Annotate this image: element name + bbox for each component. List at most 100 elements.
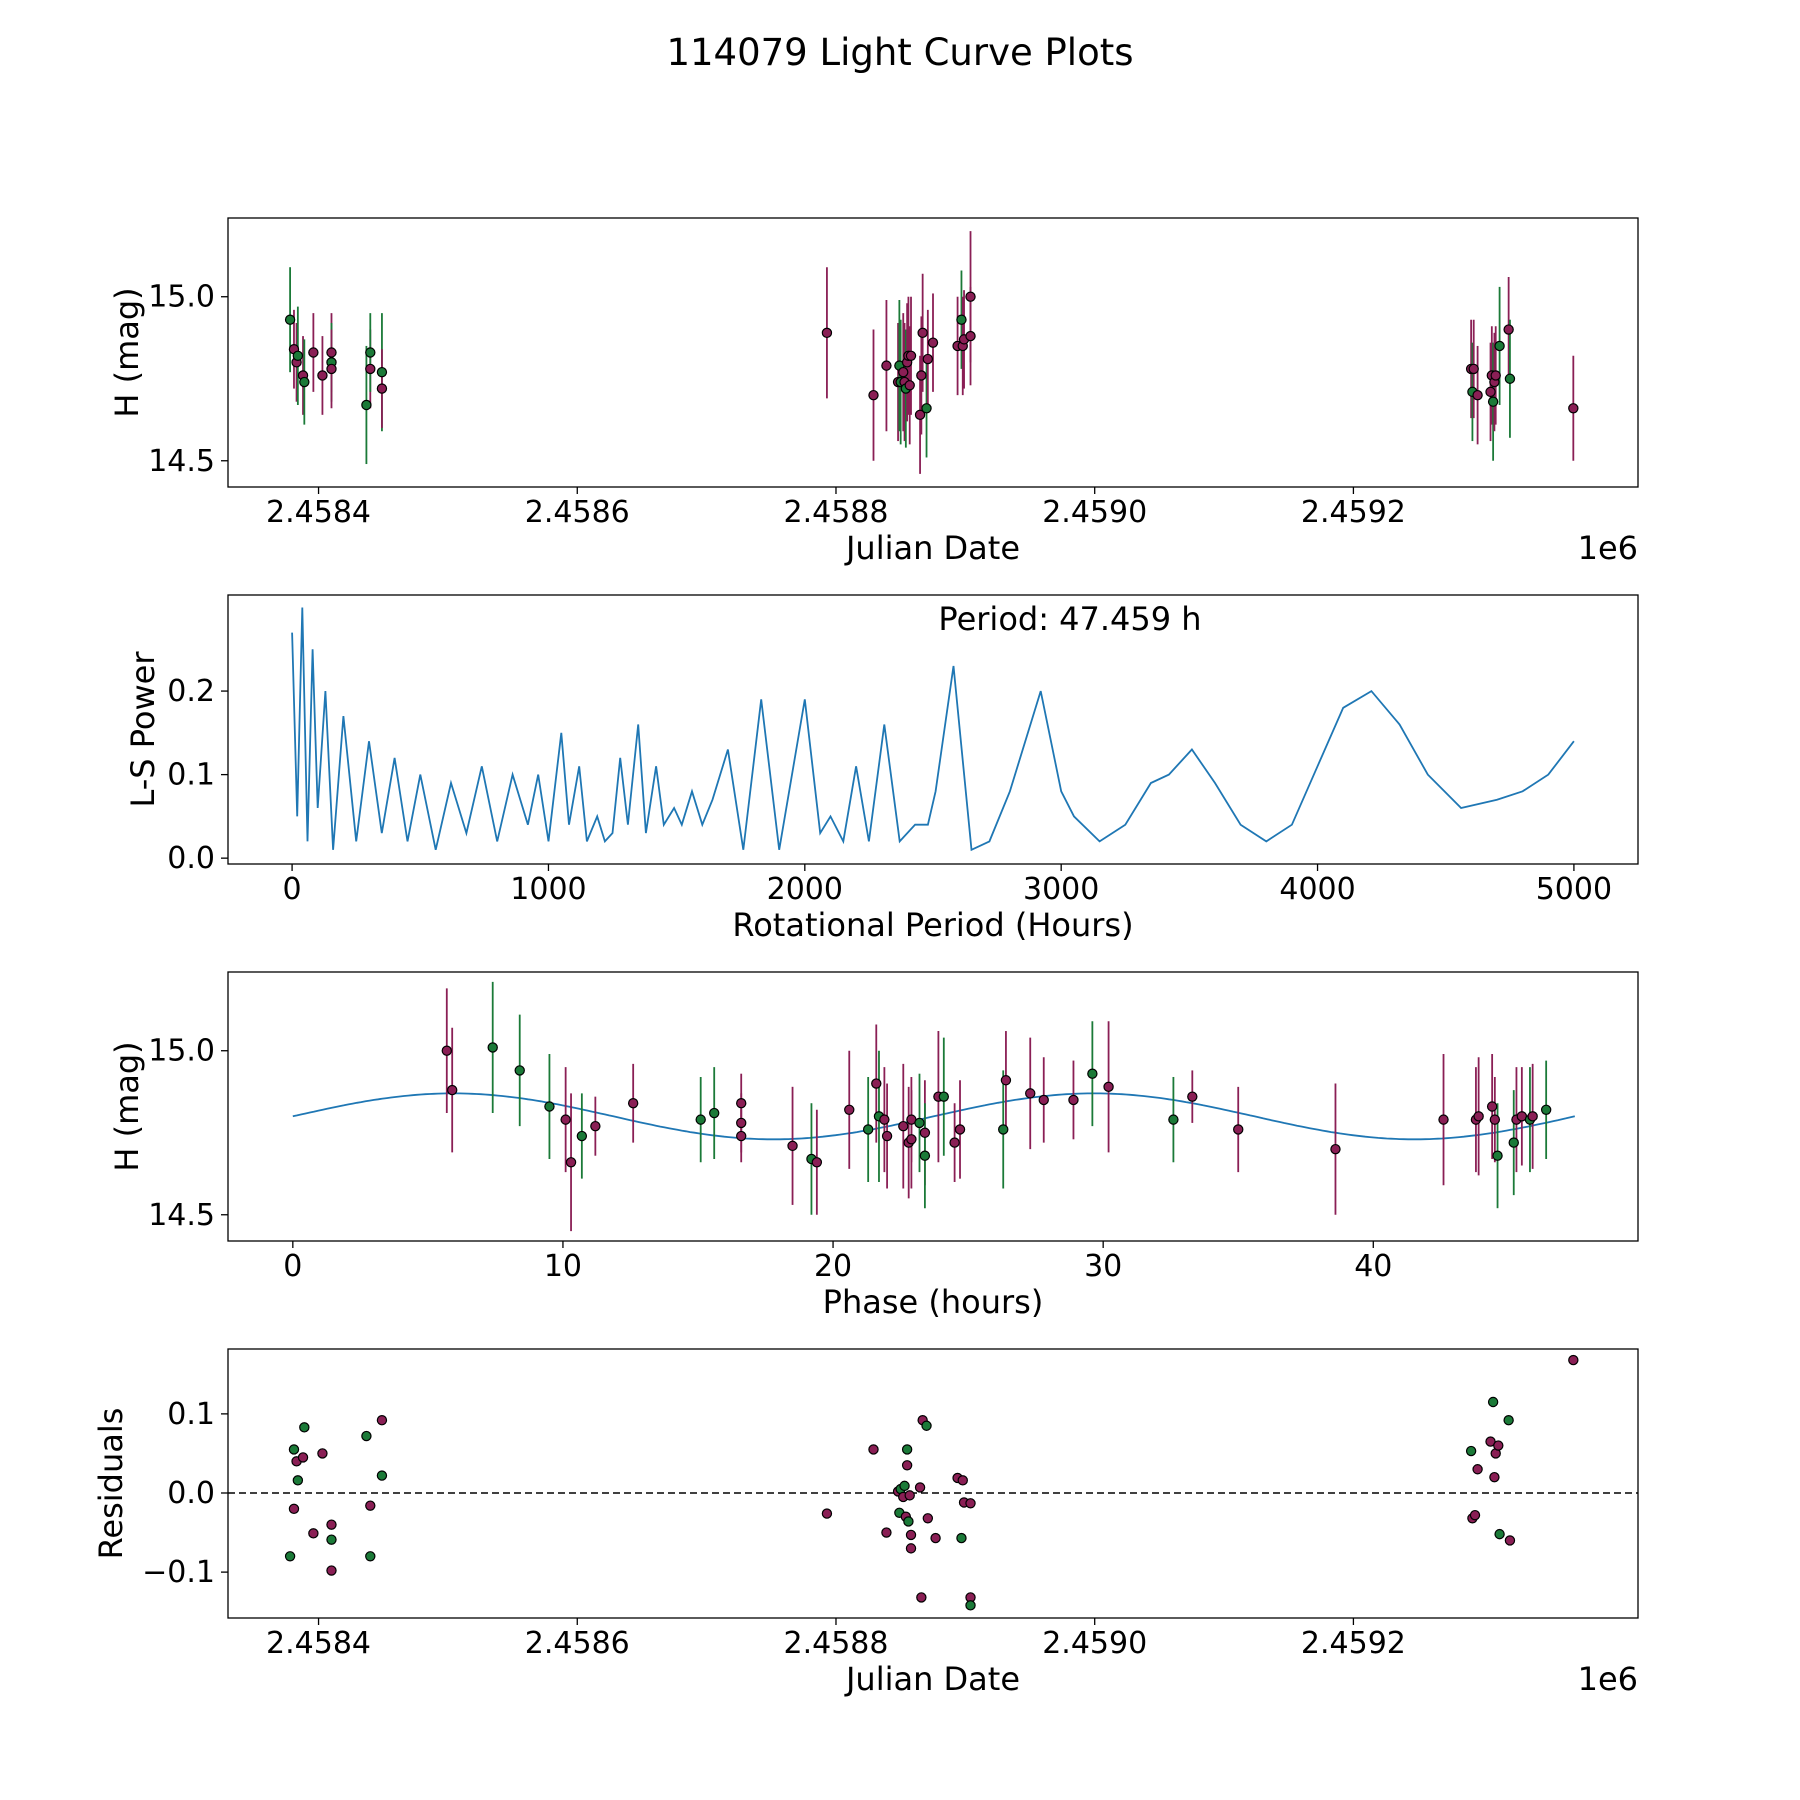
periodogram-line	[291, 607, 1575, 852]
x-tick-label: 0	[283, 1249, 302, 1284]
sine-fit-line	[292, 1092, 1576, 1141]
data-point	[1187, 1091, 1198, 1102]
data-point	[903, 1516, 914, 1527]
data-point	[1487, 1396, 1499, 1408]
y-axis-label: Residuals	[92, 1408, 130, 1560]
data-point	[1485, 386, 1496, 398]
data-point	[919, 1127, 931, 1138]
data-point	[1494, 1528, 1505, 1540]
y-tick-label: 14.5	[148, 444, 215, 479]
data-point	[361, 399, 372, 411]
data-point	[326, 363, 337, 375]
data-point	[917, 327, 928, 339]
data-point	[1068, 1094, 1079, 1106]
data-point	[308, 347, 319, 358]
data-point	[1504, 373, 1516, 384]
data-point	[1000, 1075, 1012, 1086]
x-offset-label: 1e6	[1578, 529, 1638, 567]
data-point	[1503, 324, 1514, 335]
data-point	[576, 1130, 588, 1142]
x-tick-label: 2.4592	[1301, 1626, 1406, 1661]
axes-frame	[227, 971, 1639, 1242]
data-point	[998, 1124, 1009, 1135]
data-point	[376, 1415, 388, 1426]
data-point	[868, 1444, 879, 1455]
data-point	[881, 360, 892, 371]
data-point	[956, 1532, 967, 1544]
data-point	[317, 370, 328, 381]
data-point	[565, 1157, 577, 1168]
data-point	[487, 1042, 498, 1053]
data-point	[901, 1444, 913, 1455]
data-point	[904, 380, 915, 391]
x-tick-label: 2.4590	[1042, 495, 1147, 530]
data-point	[927, 337, 939, 348]
x-tick-label: 2.4588	[783, 1626, 888, 1661]
x-tick-label: 2.4586	[525, 495, 630, 530]
data-point	[905, 1543, 917, 1554]
data-point	[709, 1107, 720, 1119]
x-tick-label: 5000	[1536, 872, 1612, 907]
data-point	[1233, 1124, 1244, 1135]
data-point	[1492, 1150, 1503, 1161]
data-point	[326, 1534, 337, 1545]
data-point	[1503, 1415, 1514, 1426]
panel-periodogram: 0 1000 2000 3000 4000 5000 0.0 0.1 0.2 Rotational…	[124, 594, 1639, 944]
data-point	[901, 1460, 913, 1471]
x-tick-label: 2.4588	[783, 495, 888, 530]
data-point	[844, 1104, 855, 1115]
axes-frame	[227, 594, 1639, 865]
data-point	[514, 1065, 525, 1076]
data-point	[938, 1091, 950, 1102]
data-point	[1168, 1114, 1179, 1125]
data-point	[1504, 1535, 1516, 1546]
x-tick-label: 10	[544, 1249, 582, 1284]
data-point	[905, 1529, 917, 1541]
x-axis-label: Julian Date	[844, 529, 1020, 567]
data-point	[297, 1452, 309, 1463]
data-point	[365, 1551, 376, 1562]
data-point	[821, 1508, 833, 1519]
data-point	[560, 1114, 571, 1125]
x-tick-label: 2000	[767, 872, 843, 907]
x-offset-label: 1e6	[1578, 1660, 1638, 1698]
x-tick-label: 3000	[1023, 872, 1099, 907]
data-point	[284, 314, 296, 325]
data-point	[365, 347, 376, 358]
axes-frame	[227, 217, 1639, 488]
data-point	[590, 1120, 601, 1132]
y-axis-label: L-S Power	[124, 651, 162, 808]
y-tick-label: 0.2	[167, 674, 215, 709]
x-axis-label: Rotational Period (Hours)	[732, 906, 1133, 944]
data-point	[736, 1117, 747, 1129]
data-point	[811, 1157, 823, 1168]
data-point	[292, 1475, 304, 1486]
x-tick-label: 2.4590	[1042, 1626, 1147, 1661]
x-tick-label: 2.4584	[266, 1626, 371, 1661]
y-tick-label: −0.1	[142, 1555, 215, 1590]
data-point	[919, 1150, 931, 1161]
data-point	[1568, 1354, 1579, 1366]
data-point	[441, 1045, 452, 1056]
data-point	[879, 1114, 890, 1125]
data-point	[326, 1519, 337, 1530]
data-point	[365, 1500, 376, 1511]
data-point	[787, 1140, 798, 1152]
data-point	[1103, 1081, 1114, 1093]
data-point	[1489, 1471, 1500, 1483]
data-point	[736, 1130, 747, 1142]
data-point	[1486, 1101, 1498, 1112]
data-point	[284, 1551, 296, 1562]
data-point	[965, 1600, 976, 1611]
data-point	[376, 1470, 388, 1481]
data-point	[446, 1084, 458, 1096]
data-point	[1473, 1111, 1484, 1122]
data-point	[299, 1422, 310, 1433]
x-tick-label: 30	[1084, 1249, 1122, 1284]
data-point	[965, 1498, 976, 1509]
data-point	[921, 1420, 932, 1431]
data-point	[317, 1448, 328, 1459]
y-tick-label: 0.0	[167, 841, 215, 876]
data-point	[308, 1528, 319, 1539]
y-tick-label: 15.0	[148, 1034, 215, 1069]
